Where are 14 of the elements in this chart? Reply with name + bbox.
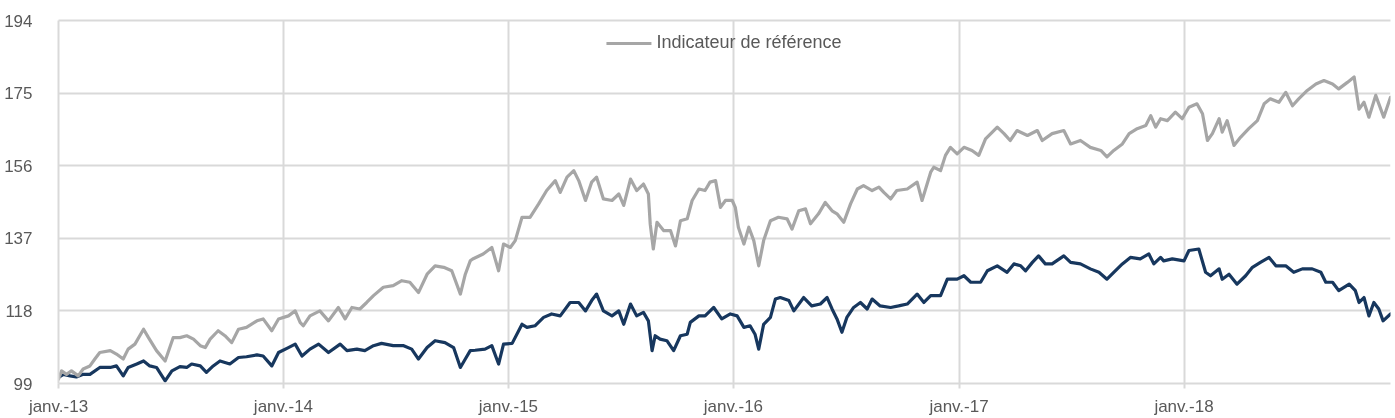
- x-tick-label: janv.-16: [702, 396, 764, 416]
- x-tick-label: janv.-15: [477, 396, 539, 416]
- y-tick-label: 156: [4, 156, 33, 176]
- y-tick-label: 194: [4, 11, 33, 31]
- line-series: [58, 75, 1391, 381]
- x-tick-label: janv.-17: [928, 396, 989, 416]
- y-tick-label: 137: [4, 229, 33, 249]
- x-tick-label: janv.-18: [1153, 396, 1214, 416]
- y-tick-label: 118: [5, 301, 33, 321]
- x-tick-label: janv.-14: [252, 396, 314, 416]
- legend-label: Indicateur de référence: [656, 32, 842, 53]
- y-tick-label: 175: [4, 84, 33, 104]
- x-tick-label: janv.-13: [27, 396, 89, 416]
- y-tick-label: 99: [13, 374, 33, 394]
